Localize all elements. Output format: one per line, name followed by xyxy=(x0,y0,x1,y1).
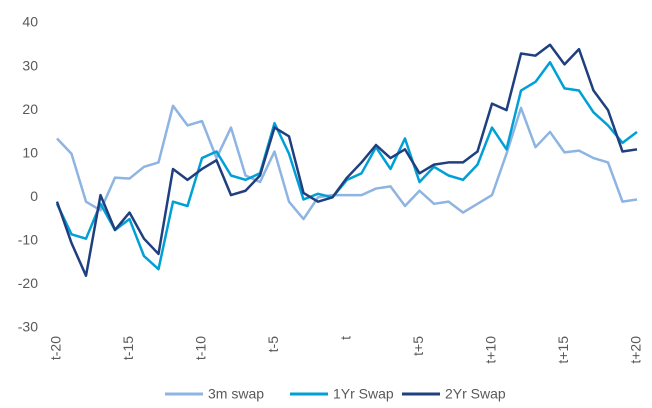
x-tick-label: t-20 xyxy=(48,336,64,360)
x-tick-label: t+15 xyxy=(555,336,571,364)
series-line xyxy=(55,60,638,271)
x-tick-label: t+5 xyxy=(410,336,426,356)
y-tick-label: -20 xyxy=(18,275,38,291)
x-tick-label: t+10 xyxy=(483,336,499,364)
y-tick-label: -10 xyxy=(18,232,38,248)
y-tick-label: 0 xyxy=(30,188,38,204)
legend-label: 3m swap xyxy=(208,386,264,402)
series-line xyxy=(56,104,638,221)
x-tick-label: t+20 xyxy=(628,336,644,364)
legend-label: 1Yr Swap xyxy=(333,386,394,402)
y-tick-label: 30 xyxy=(22,57,38,73)
y-tick-label: 40 xyxy=(22,14,38,30)
legend-label: 2Yr Swap xyxy=(445,386,506,402)
x-tick-label: t-10 xyxy=(193,336,209,360)
y-tick-label: -30 xyxy=(18,319,38,335)
y-tick-label: 10 xyxy=(22,144,38,160)
x-tick-label: t-15 xyxy=(120,336,136,360)
series-line xyxy=(55,43,638,277)
y-tick-label: 20 xyxy=(22,101,38,117)
x-tick-label: t xyxy=(338,336,354,340)
x-tick-label: t-5 xyxy=(265,336,281,353)
